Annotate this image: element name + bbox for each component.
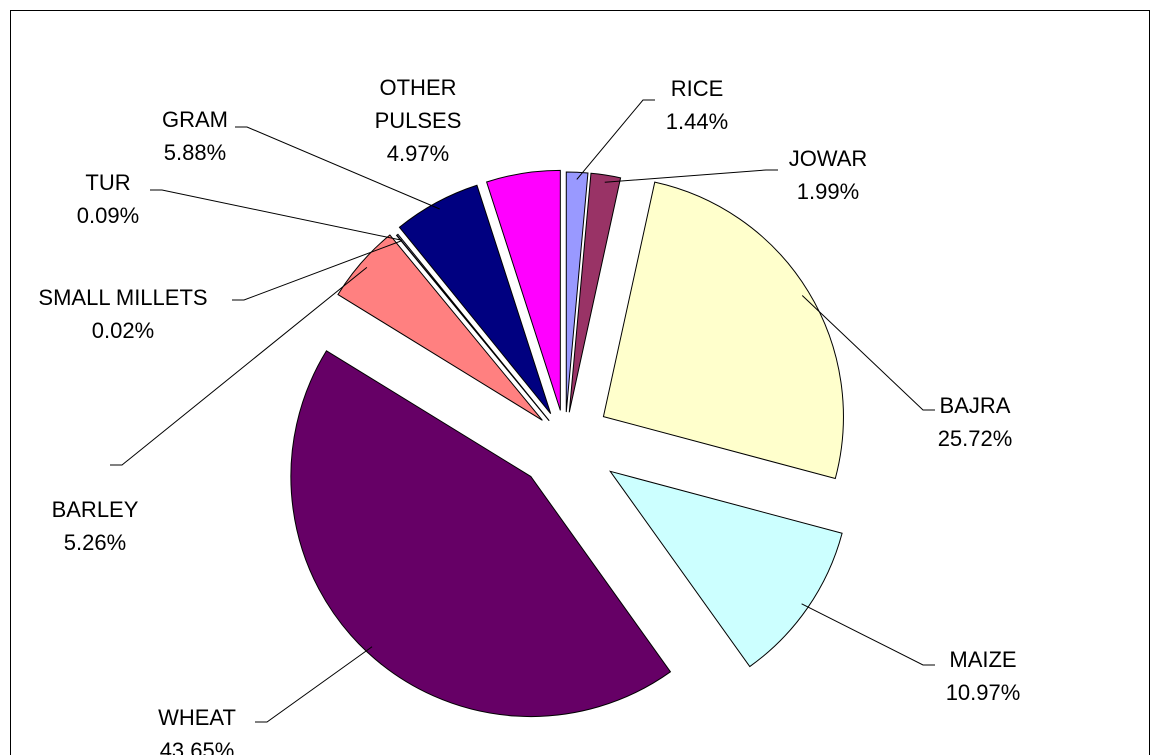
- slice-label: TUR 0.09%: [48, 166, 168, 232]
- slice-label: JOWAR 1.99%: [768, 142, 888, 208]
- slice-value: 25.72%: [937, 426, 1013, 451]
- slice-value: 4.97%: [386, 141, 450, 166]
- pie-slice: [602, 181, 844, 480]
- slice-label: GRAM 5.88%: [135, 103, 255, 169]
- pie-slice: [396, 233, 550, 421]
- leader-line: [801, 603, 935, 666]
- slice-label: OTHER PULSES 4.97%: [363, 71, 473, 170]
- slice-value: 0.02%: [91, 318, 155, 343]
- pie-slice: [485, 169, 561, 411]
- slice-name: TUR: [85, 170, 131, 195]
- leader-line: [604, 169, 778, 183]
- slice-name: WHEAT: [158, 705, 236, 730]
- slice-label: BAJRA 25.72%: [915, 389, 1035, 455]
- slice-value: 1.99%: [796, 179, 860, 204]
- slice-value: 0.09%: [76, 203, 140, 228]
- leader-line: [150, 189, 403, 241]
- slice-name: BAJRA: [939, 393, 1011, 418]
- slice-name: SMALL MILLETS: [38, 285, 208, 310]
- pie-slice: [609, 470, 843, 668]
- slice-name: GRAM: [162, 107, 228, 132]
- slice-name: BARLEY: [51, 497, 139, 522]
- pie-slice: [398, 184, 552, 414]
- slice-label: WHEAT 43.65%: [137, 701, 257, 755]
- chart-border: [10, 10, 1150, 755]
- leader-line: [576, 99, 655, 180]
- leader-line: [255, 646, 373, 723]
- pie-slice: [568, 172, 622, 413]
- pie-slice: [290, 350, 672, 717]
- slice-value: 5.26%: [63, 530, 127, 555]
- slice-label: MAIZE 10.97%: [923, 643, 1043, 709]
- slice-name: JOWAR: [788, 146, 868, 171]
- slice-value: 5.88%: [163, 140, 227, 165]
- slice-value: 43.65%: [159, 738, 235, 755]
- leader-line: [110, 266, 368, 466]
- slice-label: SMALL MILLETS 0.02%: [8, 281, 238, 347]
- pie-slice: [337, 234, 543, 421]
- slice-value: 1.44%: [665, 109, 729, 134]
- slice-label: RICE 1.44%: [637, 72, 757, 138]
- leader-line: [801, 295, 935, 411]
- leader-line: [232, 240, 402, 301]
- slice-value: 10.97%: [945, 680, 1021, 705]
- slice-label: BARLEY 5.26%: [35, 493, 155, 559]
- slice-name: MAIZE: [949, 647, 1017, 672]
- pie-slice: [565, 171, 589, 413]
- slice-name: OTHER PULSES: [374, 75, 462, 133]
- slice-name: RICE: [670, 76, 724, 101]
- leader-line: [235, 126, 440, 210]
